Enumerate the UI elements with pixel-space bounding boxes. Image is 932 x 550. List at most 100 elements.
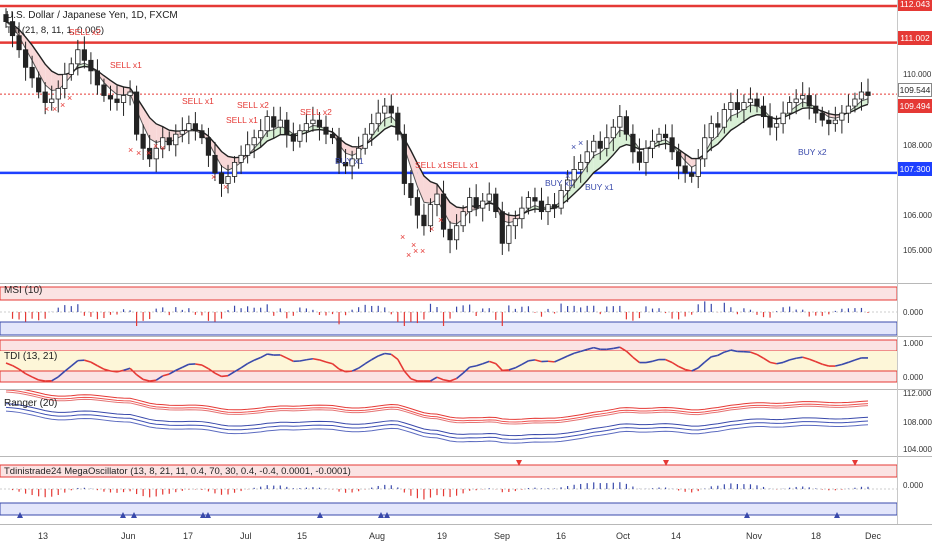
tdi-line-segment: [573, 350, 581, 354]
candle-body: [205, 137, 212, 156]
tdi-line-segment: [724, 349, 732, 353]
tdi-line-segment: [267, 353, 274, 356]
ma-cloud-segment: [19, 29, 26, 49]
time-label: 18: [811, 531, 822, 541]
candle-body: [212, 154, 218, 174]
buy-arrow-marker: [17, 512, 23, 518]
price-tag-112: 112.043: [898, 0, 932, 11]
candle-body: [323, 126, 329, 135]
tdi-line-segment: [377, 352, 386, 357]
tdi-line-segment: [730, 349, 738, 353]
tdi-line-segment: [358, 363, 366, 369]
ma-cloud-segment: [730, 113, 738, 131]
tdi-pane[interactable]: TDI (13, 21) 1.000 0.000: [0, 337, 932, 389]
buy-arrow-marker: [131, 512, 137, 518]
candle-body: [264, 116, 270, 132]
ranger-pane[interactable]: Ranger (20) 112.000 108.000 104.000: [0, 390, 932, 456]
tdi-line-segment: [116, 369, 124, 373]
candle-body: [238, 154, 244, 163]
tdi-line-segment: [632, 356, 640, 364]
tdi-line-segment: [286, 357, 294, 362]
tdi-line-segment: [390, 353, 399, 360]
candle-body: [62, 73, 68, 89]
candle-body: [852, 98, 858, 107]
time-label: 19: [437, 531, 448, 541]
tdi-line-segment: [802, 356, 810, 360]
tdi-axis-0: 0.000: [903, 373, 924, 382]
candle-body: [395, 112, 401, 135]
candle-body: [545, 204, 551, 213]
buy-arrow-marker: [120, 512, 126, 518]
tdi-line-segment: [697, 361, 706, 369]
candle-body: [578, 161, 584, 170]
mega-oscillator-label[interactable]: Tdinistrade24 MegaOscillator (13, 8, 21,…: [4, 466, 351, 477]
candle-body: [826, 119, 832, 125]
tdi-line-segment: [625, 350, 634, 358]
msi-pane[interactable]: MSI (10) 0.000: [0, 284, 932, 336]
sell-x-marker: ×: [128, 145, 133, 155]
candle-body: [676, 151, 682, 167]
ma-cloud-segment: [117, 84, 124, 95]
candle-body: [747, 98, 754, 103]
msi-label[interactable]: MSI (10): [4, 285, 43, 296]
candle-body: [630, 133, 636, 153]
candle-body: [316, 119, 323, 128]
tdi-line-segment: [449, 377, 457, 382]
candle-body: [140, 133, 146, 149]
ma-cloud-segment: [717, 125, 725, 145]
tdi-line-segment: [84, 359, 92, 363]
candle-body: [68, 63, 74, 75]
candle-body: [55, 88, 61, 100]
pane-separator[interactable]: [0, 336, 932, 337]
candle-body: [467, 197, 473, 213]
candle-body: [192, 123, 198, 132]
band-zone: [0, 286, 898, 301]
tdi-line-segment: [221, 374, 229, 378]
signal-label: BUY x1: [335, 156, 364, 166]
pane-separator[interactable]: [0, 389, 932, 390]
candle-body: [793, 98, 799, 103]
chart-title: U.S. Dollar / Japanese Yen, 1D, FXCM: [6, 10, 178, 21]
sell-x-marker: ×: [411, 240, 416, 250]
candle-body: [101, 84, 107, 96]
candle-body: [715, 123, 721, 128]
candle-body: [107, 95, 114, 100]
candle-body: [153, 147, 159, 160]
tdi-line-segment: [162, 373, 170, 377]
candle-body: [643, 147, 649, 163]
pane-separator[interactable]: [0, 456, 932, 457]
ranger-band-line: [23, 390, 869, 420]
mega-oscillator-pane[interactable]: Tdinistrade24 MegaOscillator (13, 8, 21,…: [0, 457, 932, 524]
tdi-line-segment: [671, 361, 680, 368]
ma-cloud-segment: [45, 64, 52, 91]
ranger-band-line: [5, 410, 869, 444]
ma-cloud-segment: [854, 100, 862, 111]
time-label: Aug: [369, 531, 386, 541]
candle-body: [134, 91, 140, 135]
buy-x-marker: ×: [565, 171, 570, 181]
candle-body: [839, 112, 845, 121]
tdi-label[interactable]: TDI (13, 21): [4, 351, 58, 362]
price-chart[interactable]: × × ××× × ×× ×××××××××××× ×: [0, 0, 932, 283]
tdi-line-segment: [619, 346, 627, 352]
candle-body: [473, 197, 479, 209]
tdi-line-segment: [462, 366, 471, 374]
tdi-line-segment: [110, 370, 118, 373]
ma-cloud-segment: [32, 45, 39, 74]
price-pane[interactable]: × × × × × × × × × × × × × × × × × × × × × U.S. Dollar / Japa…: [0, 0, 932, 283]
time-axis[interactable]: 13 Jun 17 Jul 15 Aug 19 Sep 16 Oct 14 No…: [0, 525, 932, 550]
tdi-line-segment: [234, 367, 242, 373]
tdi-line-segment: [214, 372, 222, 378]
ma-cloud-segment: [371, 127, 379, 141]
tdi-line-segment: [155, 375, 164, 381]
ranger-label[interactable]: Ranger (20): [4, 398, 58, 409]
overlay-indicator-label[interactable]: Tdi (21, 8, 11, 1, 0.005): [6, 25, 105, 36]
candle-body: [81, 49, 87, 61]
sell-x-marker: ×: [67, 93, 72, 103]
pane-separator[interactable]: [0, 283, 932, 284]
signal-label: BUY x2: [798, 147, 827, 157]
tdi-line-segment: [691, 367, 699, 372]
tdi-line-segment: [201, 364, 209, 370]
band-zone: [0, 339, 898, 352]
tdi-line-segment: [97, 365, 105, 370]
